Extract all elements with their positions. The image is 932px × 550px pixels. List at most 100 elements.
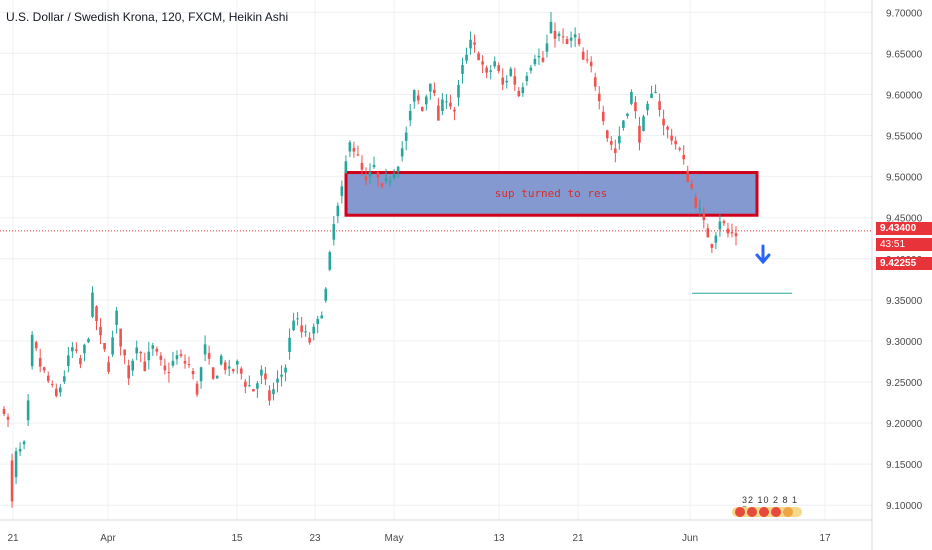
y-tick-label: 9.55000 bbox=[886, 132, 923, 143]
grid-lines bbox=[0, 0, 872, 520]
last-price-tag: 9.43400 bbox=[876, 222, 932, 235]
candle-body bbox=[344, 161, 348, 174]
candle-body bbox=[103, 343, 106, 350]
candle-body bbox=[280, 374, 283, 377]
candle-body bbox=[718, 221, 722, 230]
candle-body bbox=[42, 367, 46, 371]
candle-body bbox=[481, 61, 484, 65]
candle-body bbox=[143, 361, 147, 372]
candle-body bbox=[111, 337, 114, 355]
candle-body bbox=[626, 113, 629, 117]
y-tick-label: 9.15000 bbox=[886, 460, 923, 471]
candle-body bbox=[107, 362, 110, 372]
y-tick-label: 9.70000 bbox=[886, 8, 923, 19]
candle-body bbox=[211, 367, 215, 379]
candle-body bbox=[412, 89, 416, 102]
candle-body bbox=[115, 310, 118, 325]
x-tick-label: 21 bbox=[7, 533, 19, 544]
candle-body bbox=[396, 166, 400, 172]
candle-body bbox=[340, 186, 344, 196]
x-tick-label: Apr bbox=[100, 533, 116, 544]
candle-body bbox=[167, 372, 171, 374]
candle-body bbox=[441, 99, 444, 111]
candle-body bbox=[127, 365, 130, 379]
candle-body bbox=[191, 370, 195, 375]
candle-body bbox=[706, 228, 710, 238]
x-tick-label: 21 bbox=[572, 533, 584, 544]
candle-body bbox=[91, 292, 94, 317]
candle-body bbox=[22, 441, 26, 445]
candle-body bbox=[465, 54, 468, 61]
bar-timer-tag: 43:51 bbox=[876, 238, 932, 251]
candle-body bbox=[477, 53, 480, 61]
candle-body bbox=[610, 141, 613, 145]
candle-body bbox=[734, 233, 738, 237]
candle-body bbox=[135, 347, 139, 354]
candle-body bbox=[638, 125, 641, 143]
candle-body bbox=[601, 111, 605, 122]
candle-body bbox=[513, 76, 517, 85]
candle-body bbox=[151, 345, 155, 349]
candle-body bbox=[26, 400, 30, 421]
candle-body bbox=[376, 172, 380, 178]
candle-body bbox=[95, 306, 98, 322]
candle-body bbox=[662, 118, 665, 126]
candle-body bbox=[268, 390, 271, 401]
candle-body bbox=[416, 95, 420, 101]
candle-body bbox=[50, 384, 54, 386]
candle-body bbox=[573, 34, 577, 38]
candle-body bbox=[618, 136, 621, 144]
candle-body bbox=[46, 375, 50, 382]
candle-body bbox=[545, 43, 549, 52]
candle-body bbox=[489, 70, 492, 72]
candle-body bbox=[674, 140, 677, 145]
candle-body bbox=[195, 383, 199, 395]
candle-body bbox=[581, 51, 585, 60]
candle-body bbox=[646, 103, 649, 111]
candle-body bbox=[368, 171, 372, 177]
candle-body bbox=[207, 353, 211, 359]
y-tick-label: 9.20000 bbox=[886, 419, 923, 430]
candle-body bbox=[650, 93, 653, 99]
y-tick-label: 9.65000 bbox=[886, 49, 923, 60]
candle-body bbox=[577, 38, 581, 45]
candle-body bbox=[203, 344, 207, 355]
candle-body bbox=[698, 208, 702, 210]
candle-body bbox=[420, 106, 424, 111]
candle-body bbox=[473, 42, 476, 45]
candle-body bbox=[244, 381, 247, 387]
candle-body bbox=[710, 244, 714, 248]
candle-body bbox=[87, 338, 90, 343]
candle-body bbox=[666, 126, 669, 130]
candle-body bbox=[30, 334, 34, 367]
candle-body bbox=[569, 37, 573, 41]
candle-body bbox=[83, 344, 86, 354]
candle-body bbox=[183, 360, 187, 364]
candle-body bbox=[336, 205, 340, 217]
y-tick-label: 9.35000 bbox=[886, 296, 923, 307]
candle-body bbox=[453, 109, 456, 112]
candle-body bbox=[171, 360, 175, 366]
candle-body bbox=[529, 67, 533, 71]
candle-body bbox=[63, 376, 66, 382]
candle-body bbox=[223, 362, 227, 370]
candle-body bbox=[276, 378, 279, 383]
candles bbox=[2, 12, 738, 508]
y-tick-label: 9.45000 bbox=[886, 214, 923, 225]
candle-body bbox=[654, 91, 657, 93]
candle-body bbox=[400, 148, 404, 157]
candle-body bbox=[59, 387, 62, 393]
candle-body bbox=[179, 354, 183, 357]
candle-body bbox=[71, 347, 74, 352]
candle-body bbox=[485, 67, 488, 73]
candle-body bbox=[288, 337, 291, 352]
candle-body bbox=[328, 252, 332, 270]
candle-body bbox=[18, 448, 22, 452]
overlays bbox=[0, 230, 872, 294]
candle-body bbox=[312, 326, 315, 334]
candle-body bbox=[553, 30, 557, 39]
candle-body bbox=[614, 148, 617, 153]
candle-body bbox=[561, 36, 565, 38]
candle-body bbox=[497, 65, 501, 71]
candle-body bbox=[384, 178, 388, 182]
